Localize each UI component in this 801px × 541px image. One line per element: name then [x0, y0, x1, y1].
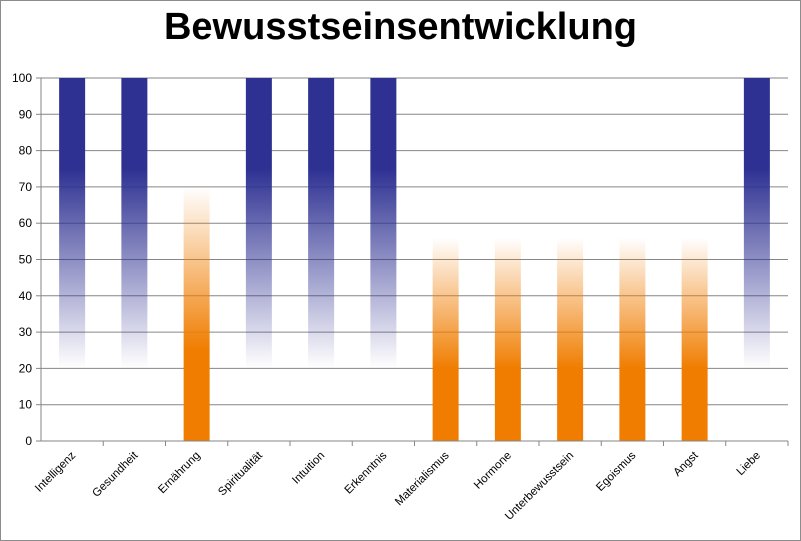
bar-intuition [308, 78, 335, 441]
bar-gesundheit [121, 78, 148, 441]
bar-spiritualität [245, 78, 272, 441]
y-tick-label: 10 [19, 398, 33, 412]
y-tick-label: 60 [19, 216, 33, 230]
y-tick-label: 90 [19, 107, 33, 121]
bar-materialismus [432, 150, 459, 441]
y-tick-label: 20 [19, 361, 33, 375]
y-tick-label: 80 [19, 144, 33, 158]
bar-ernährung [183, 78, 210, 441]
x-tick-label: Liebe [735, 450, 763, 478]
x-tick-label: Egoismus [594, 449, 638, 493]
x-tick-label: Ernährung [156, 450, 202, 496]
x-tick-label: Unterbewusstsein [503, 450, 576, 523]
y-tick-label: 0 [25, 434, 32, 448]
bar-intelligenz [59, 78, 86, 441]
bar-erkenntnis [370, 78, 397, 441]
y-tick-label: 100 [12, 71, 32, 85]
x-tick-label: Hormone [472, 450, 514, 492]
x-tick-label: Spiritualität [216, 449, 265, 498]
x-tick-label: Intuition [290, 450, 327, 487]
y-tick-label: 70 [19, 180, 33, 194]
y-tick-label: 40 [19, 289, 33, 303]
bar-egoismus [619, 150, 646, 441]
y-tick-label: 50 [19, 253, 33, 267]
bar-hormone [494, 150, 521, 441]
x-tick-label: Erkenntnis [343, 449, 390, 496]
x-tick-label: Angst [671, 449, 701, 479]
y-tick-label: 30 [19, 325, 33, 339]
x-tick-label: Materialismus [393, 449, 452, 508]
bar-liebe [743, 78, 770, 441]
bar-angst [681, 150, 708, 441]
bar-unterbewusstsein [557, 150, 584, 441]
x-tick-label: Intelligenz [33, 449, 78, 494]
chart-title: Bewusstseinsentwicklung [163, 6, 637, 48]
x-tick-label: Gesundheit [90, 449, 141, 500]
